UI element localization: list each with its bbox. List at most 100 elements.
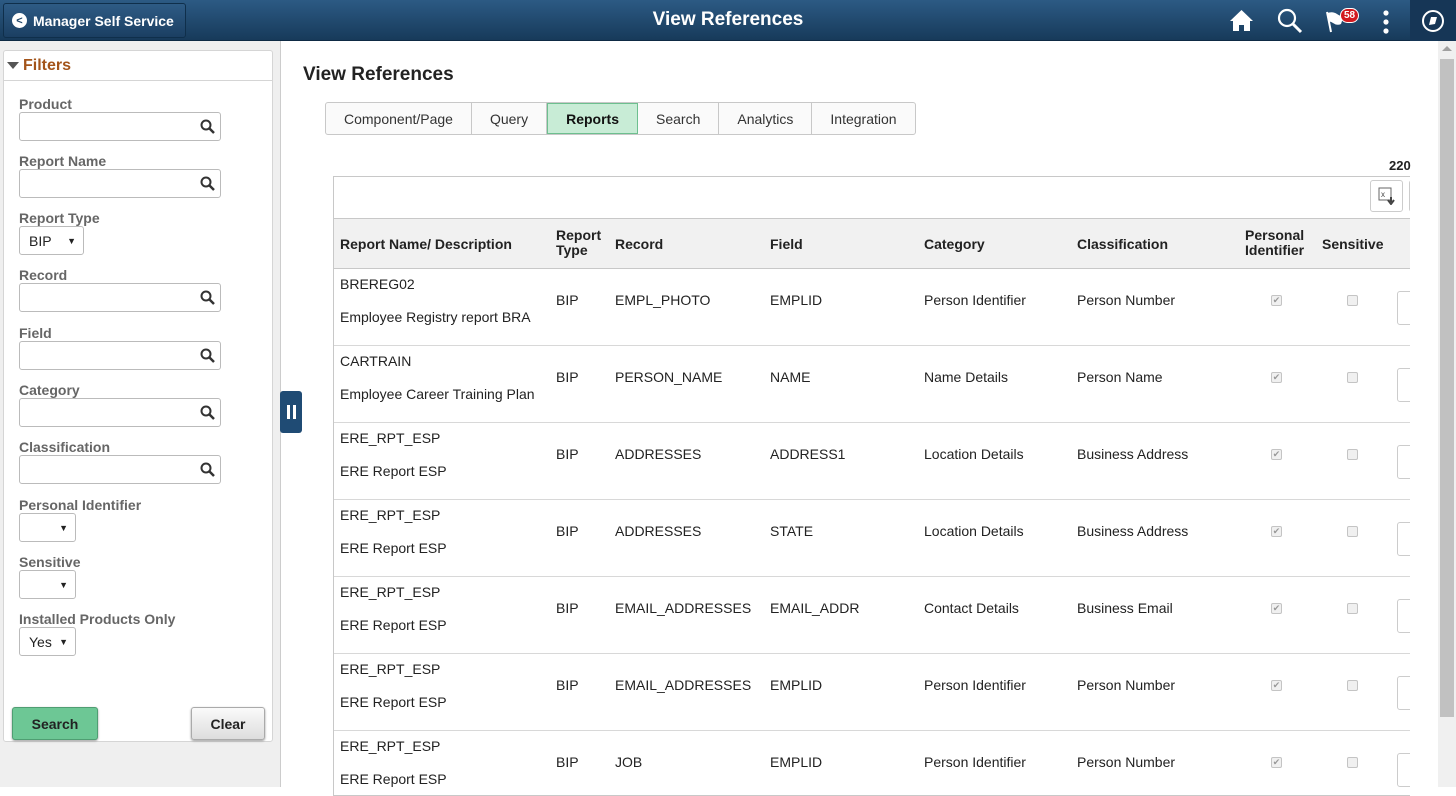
field: EMAIL_ADDR — [770, 600, 860, 616]
grid-settings-button[interactable] — [1409, 180, 1410, 212]
lookup-icon[interactable] — [200, 405, 215, 423]
record: ADDRESSES — [615, 523, 702, 539]
notifications-flag-icon[interactable] — [1325, 11, 1345, 36]
lookup-icon[interactable] — [200, 176, 215, 194]
table-row: CARTRAIN Employee Career Training Plan B… — [334, 346, 1410, 423]
col-classification[interactable]: Classification — [1077, 236, 1169, 252]
field: STATE — [770, 523, 814, 539]
report-name: BREREG02 — [340, 276, 415, 292]
field-input[interactable] — [19, 341, 221, 370]
report-type-select[interactable]: BIP ▼ — [19, 226, 84, 255]
search-icon[interactable] — [1277, 8, 1303, 37]
page-title: View References — [303, 64, 454, 85]
row-action-button[interactable] — [1397, 291, 1410, 325]
col-record[interactable]: Record — [615, 236, 664, 252]
table-row: ERE_RPT_ESP ERE Report ESP BIP EMAIL_ADD… — [334, 577, 1410, 654]
personal-identifier-checkbox: ✔ — [1271, 449, 1282, 460]
scrollbar-thumb[interactable] — [1440, 59, 1454, 717]
report-type: BIP — [556, 446, 579, 462]
grid-toolbar: x — [334, 177, 1410, 219]
lookup-icon[interactable] — [200, 348, 215, 366]
tab-search[interactable]: Search — [638, 103, 720, 134]
lookup-icon[interactable] — [200, 462, 215, 480]
collapse-sidebar-handle[interactable] — [280, 391, 302, 433]
classification: Business Address — [1077, 446, 1189, 462]
filters-title: Filters — [23, 56, 72, 74]
category: Contact Details — [924, 600, 1019, 616]
category-input[interactable] — [19, 398, 221, 427]
report-name-input[interactable] — [19, 169, 221, 198]
record: EMAIL_ADDRESSES — [615, 600, 752, 616]
back-button[interactable]: < Manager Self Service — [3, 3, 186, 38]
lookup-icon[interactable] — [200, 290, 215, 308]
category-label: Category — [19, 382, 80, 398]
row-action-button[interactable] — [1397, 676, 1410, 710]
col-report-type[interactable]: Report Type — [556, 227, 602, 258]
col-field[interactable]: Field — [770, 236, 803, 252]
col-report-name[interactable]: Report Name/ Description — [340, 236, 512, 252]
more-actions-icon[interactable] — [1382, 10, 1390, 37]
grid-header: Report Name/ Description Report Type Rec… — [334, 219, 1410, 269]
sensitive-checkbox — [1347, 757, 1358, 768]
excel-download-icon: x — [1378, 187, 1395, 205]
report-description: ERE Report ESP — [340, 694, 447, 710]
classification-input[interactable] — [19, 455, 221, 484]
filters-header[interactable]: Filters — [4, 51, 272, 81]
row-action-button[interactable] — [1397, 445, 1410, 479]
clear-button[interactable]: Clear — [191, 707, 265, 740]
tab-reports[interactable]: Reports — [547, 103, 638, 134]
report-description: ERE Report ESP — [340, 463, 447, 479]
category: Name Details — [924, 369, 1009, 385]
sensitive-checkbox — [1347, 603, 1358, 614]
report-description: Employee Career Training Plan — [340, 386, 535, 402]
tab-query[interactable]: Query — [472, 103, 548, 134]
personal-identifier-checkbox: ✔ — [1271, 372, 1282, 383]
tab-analytics[interactable]: Analytics — [719, 103, 813, 134]
personal-identifier-label: Personal Identifier — [19, 497, 142, 513]
classification: Person Name — [1077, 369, 1163, 385]
col-personal-identifier[interactable]: Personal Identifier — [1245, 227, 1305, 258]
home-icon[interactable] — [1229, 9, 1254, 35]
row-count: 220 — [1389, 158, 1411, 173]
table-row: ERE_RPT_ESP ERE Report ESP BIP EMAIL_ADD… — [334, 654, 1410, 731]
report-type: BIP — [556, 754, 579, 770]
installed-products-select[interactable]: Yes ▼ — [19, 627, 76, 656]
row-action-button[interactable] — [1397, 753, 1410, 787]
navbar-button[interactable] — [1410, 0, 1456, 41]
row-action-button[interactable] — [1397, 368, 1410, 402]
report-description: Employee Registry report BRA — [340, 309, 531, 325]
search-button[interactable]: Search — [12, 707, 98, 740]
report-name: CARTRAIN — [340, 353, 412, 369]
classification: Person Number — [1077, 677, 1176, 693]
row-action-button[interactable] — [1397, 522, 1410, 556]
row-action-button[interactable] — [1397, 599, 1410, 633]
chevron-left-icon: < — [12, 13, 27, 28]
sensitive-select[interactable]: ▼ — [19, 570, 76, 599]
tab-component-page[interactable]: Component/Page — [326, 103, 472, 134]
report-name: ERE_RPT_ESP — [340, 738, 441, 754]
report-type-label: Report Type — [19, 210, 100, 226]
record: JOB — [615, 754, 643, 770]
report-name: ERE_RPT_ESP — [340, 584, 441, 600]
scroll-up-arrow-icon[interactable] — [1442, 46, 1452, 51]
personal-identifier-select[interactable]: ▼ — [19, 513, 76, 542]
table-row: ERE_RPT_ESP ERE Report ESP BIP ADDRESSES… — [334, 423, 1410, 500]
record-input[interactable] — [19, 283, 221, 312]
record: ADDRESSES — [615, 446, 702, 462]
top-banner: < Manager Self Service View References 58 — [0, 0, 1456, 41]
report-type-value: BIP — [29, 233, 52, 249]
table-row: ERE_RPT_ESP ERE Report ESP BIP JOB EMPLI… — [334, 731, 1410, 795]
vertical-scrollbar[interactable] — [1438, 41, 1456, 787]
product-input[interactable] — [19, 112, 221, 141]
report-name: ERE_RPT_ESP — [340, 430, 441, 446]
col-sensitive[interactable]: Sensitive — [1322, 236, 1384, 252]
export-excel-button[interactable]: x — [1370, 180, 1403, 212]
lookup-icon[interactable] — [200, 119, 215, 137]
reports-grid: x Report Name/ Description Report Type R… — [333, 176, 1410, 796]
field: EMPLID — [770, 754, 823, 770]
col-category[interactable]: Category — [924, 236, 985, 252]
report-type: BIP — [556, 523, 579, 539]
report-name: ERE_RPT_ESP — [340, 661, 441, 677]
tab-integration[interactable]: Integration — [830, 110, 897, 127]
record-label: Record — [19, 267, 68, 283]
